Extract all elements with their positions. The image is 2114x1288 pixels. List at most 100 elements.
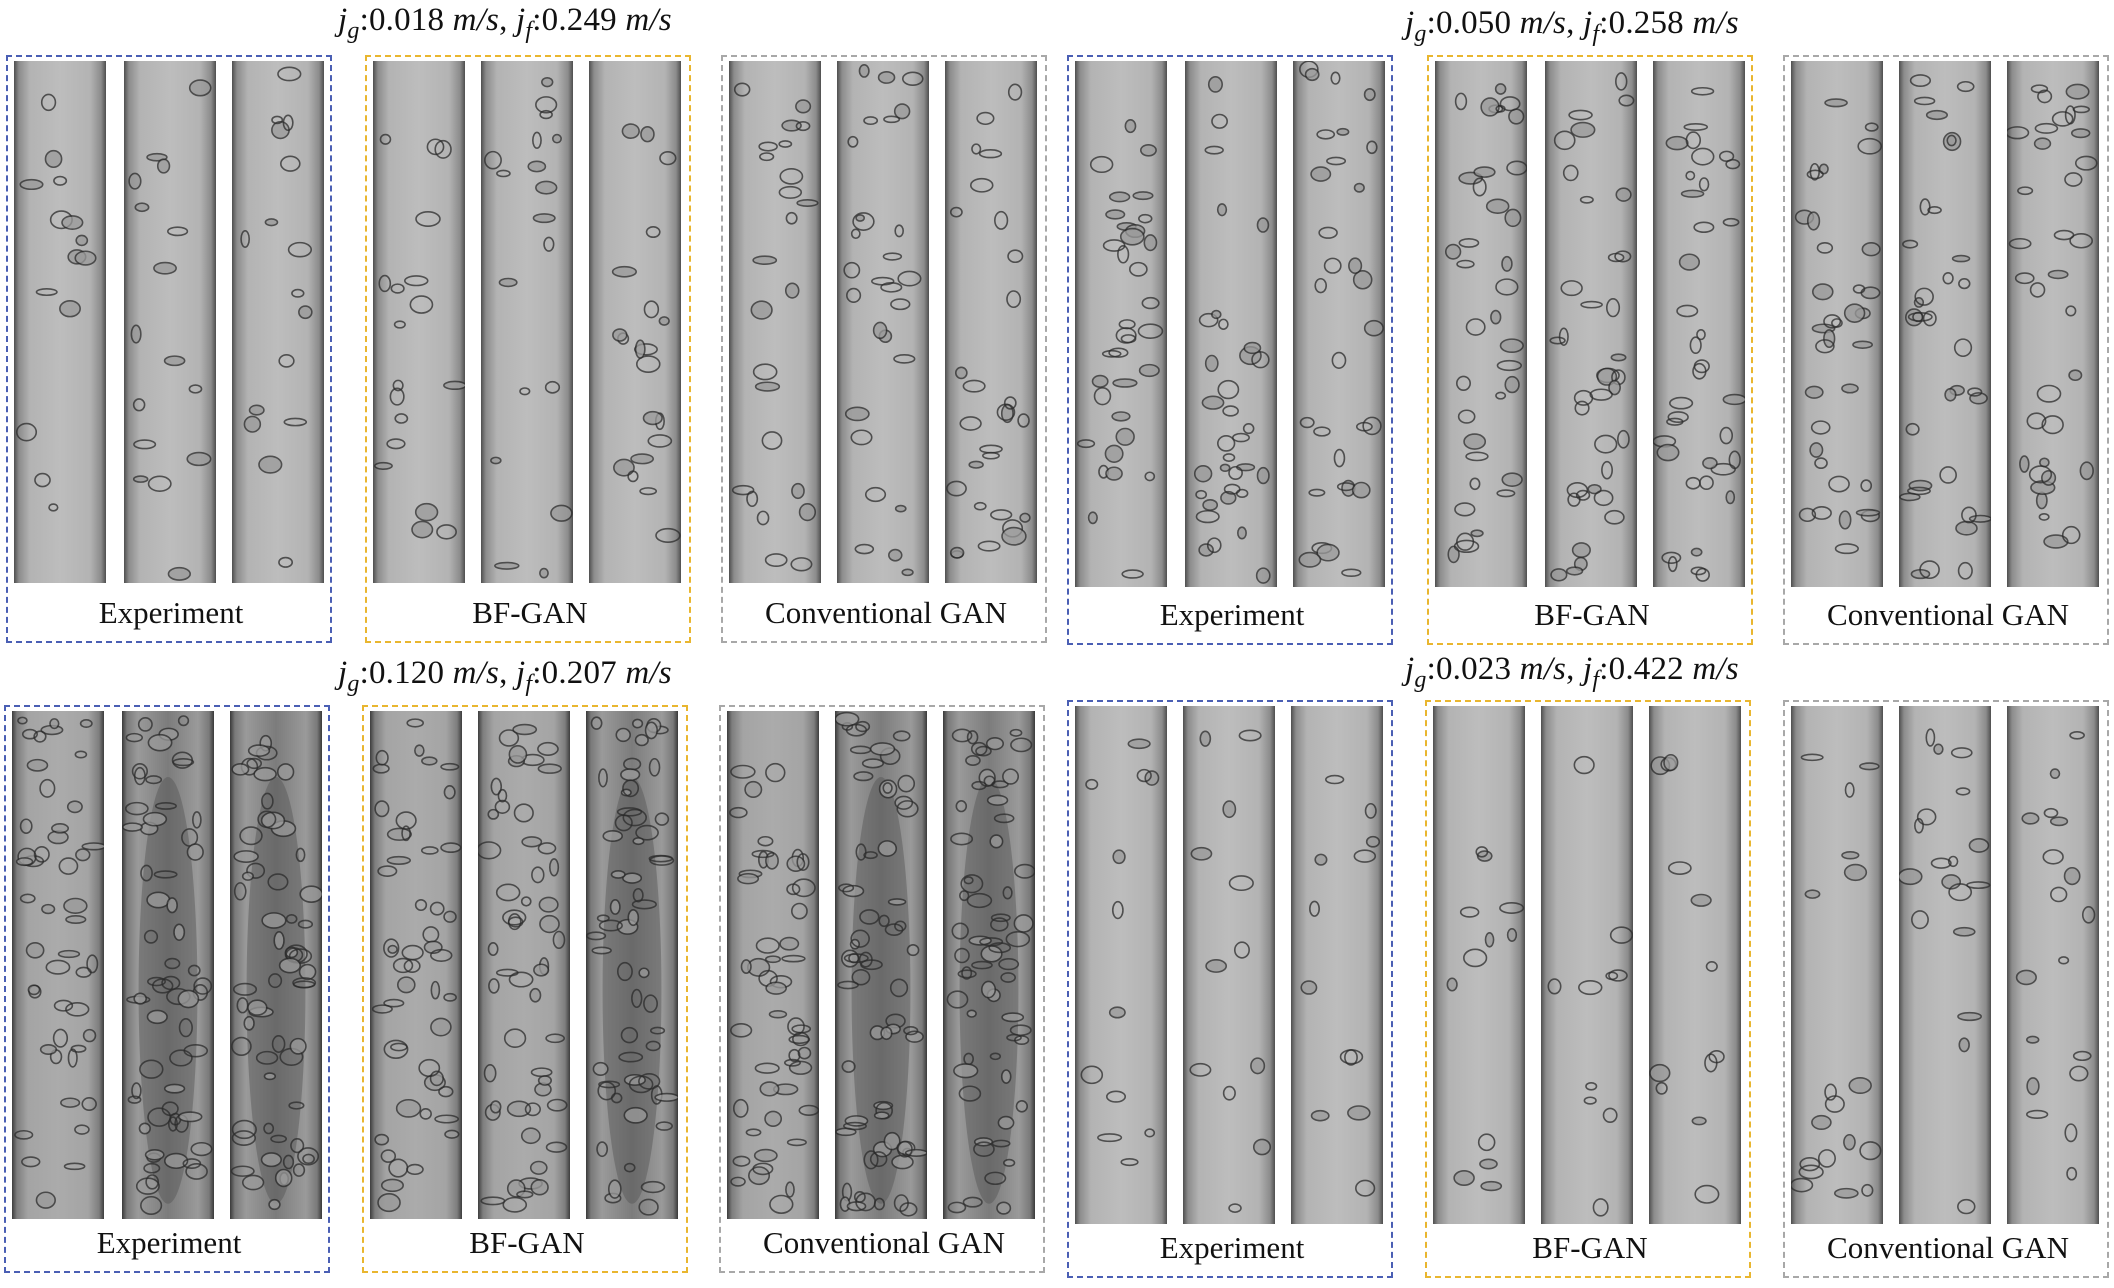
bubble: [843, 261, 861, 279]
bubble: [1704, 1053, 1718, 1073]
bubble: [855, 214, 866, 222]
bubble: [966, 892, 993, 909]
bubble: [278, 354, 295, 368]
bubble-texture: [1791, 753, 1882, 1199]
bubble: [233, 850, 259, 863]
bubble: [2028, 465, 2053, 484]
bubble: [2026, 1035, 2040, 1044]
bubble: [1477, 1133, 1496, 1152]
bubble: [1211, 113, 1228, 129]
bubble-image-strip: [1183, 706, 1275, 1224]
bubble: [539, 109, 553, 120]
bubble: [1506, 927, 1518, 942]
bubble: [1304, 67, 1320, 82]
bubble: [147, 976, 166, 987]
bubble: [1138, 213, 1153, 224]
bubble: [893, 354, 916, 364]
bubble: [623, 1106, 648, 1124]
bubble: [1469, 477, 1481, 491]
bubble: [494, 799, 511, 814]
bubble: [1806, 169, 1824, 180]
bubble: [1698, 177, 1710, 192]
bubble: [1656, 443, 1680, 462]
condition-3-experiment-group: Experiment: [4, 705, 330, 1273]
bubble: [260, 811, 286, 830]
bubble: [1003, 396, 1017, 410]
bubble: [1003, 1158, 1016, 1167]
bubble-texture: [1076, 119, 1164, 579]
bubble: [1013, 914, 1034, 933]
bubble: [638, 1072, 661, 1090]
bubble: [1251, 351, 1270, 369]
bubble: [1137, 323, 1164, 339]
bubble: [730, 1023, 753, 1038]
bubble: [609, 899, 621, 915]
bubble: [732, 1155, 751, 1167]
bubble: [1508, 108, 1525, 125]
bubble-image-strip: [1649, 706, 1741, 1224]
condition-2-bfgan-group: BF-GAN: [1427, 55, 1753, 645]
bubble-image-strip: [837, 61, 929, 583]
bubble: [1314, 853, 1328, 866]
bubble: [40, 93, 57, 112]
bubble: [1699, 475, 1714, 490]
bubble: [861, 758, 885, 769]
bubble: [1933, 743, 1944, 755]
bubble: [781, 954, 806, 963]
bubble: [1955, 520, 1978, 536]
bubble: [532, 213, 556, 224]
bubble: [61, 215, 84, 230]
bubble: [1655, 1081, 1668, 1095]
bubble: [67, 1048, 78, 1068]
bubble: [145, 775, 163, 785]
bubble-texture: [1189, 729, 1272, 1213]
bubble: [959, 416, 982, 431]
bubble-texture: [1653, 86, 1745, 582]
bubble: [788, 1060, 813, 1075]
bubble: [549, 858, 560, 877]
bubble: [1347, 1105, 1371, 1121]
bubble: [1010, 737, 1033, 753]
bubble: [86, 954, 99, 974]
bubble: [883, 115, 901, 124]
bubble: [1605, 971, 1619, 981]
bubble: [1112, 378, 1138, 388]
bubble: [864, 486, 887, 503]
bubble: [130, 324, 142, 344]
bubble: [733, 82, 751, 97]
bubble: [1690, 86, 1715, 96]
bubble: [1454, 502, 1476, 517]
bubble-image-strip: [1791, 61, 1883, 587]
bubble: [166, 897, 178, 914]
caption-experiment: Experiment: [1159, 597, 1305, 632]
bubble: [621, 123, 640, 139]
jg-value: :0.050: [1426, 5, 1520, 41]
bubble: [480, 1196, 506, 1206]
bubble: [290, 1138, 305, 1154]
bubble-texture: [1649, 753, 1725, 1204]
bubble: [989, 1052, 1002, 1061]
bubble: [1804, 385, 1824, 399]
bubble: [267, 873, 289, 891]
bubble: [378, 274, 392, 293]
bubble: [74, 250, 97, 266]
bubble: [273, 931, 285, 950]
bubble: [740, 959, 752, 975]
bubble-texture: [478, 723, 568, 1213]
bubble: [246, 757, 263, 770]
bubble: [1956, 80, 1975, 93]
bubble: [980, 945, 1003, 963]
bubble: [2049, 768, 2061, 780]
bubble: [1909, 74, 1932, 87]
bubble: [962, 1196, 983, 1208]
bubble: [997, 1115, 1015, 1130]
bubble-image-strip: [2007, 61, 2099, 587]
bubble: [973, 1141, 995, 1157]
bubble: [2049, 816, 2069, 827]
bubble: [414, 899, 428, 912]
bubble: [1207, 76, 1223, 93]
bubble: [627, 470, 639, 483]
bubble-texture: [1080, 738, 1160, 1167]
bubble: [389, 387, 405, 406]
bubble: [386, 855, 411, 865]
